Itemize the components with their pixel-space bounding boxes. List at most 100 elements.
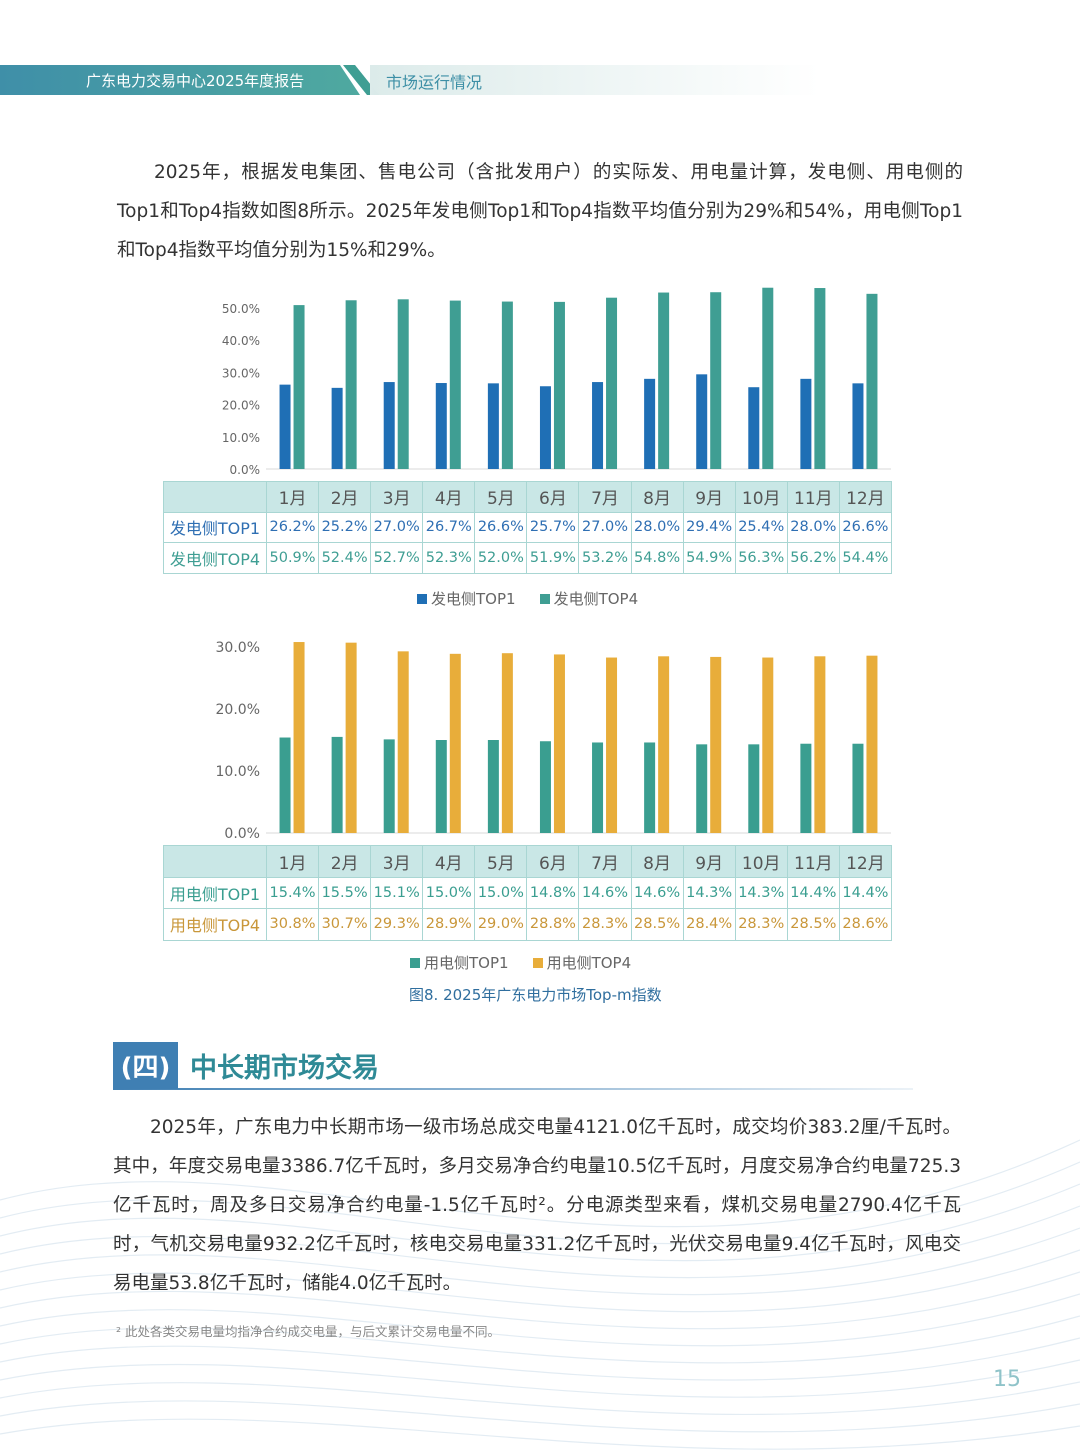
table-cell: 26.2% [265, 511, 320, 543]
table-cell: 28.5% [786, 908, 840, 941]
column-header: 8月 [630, 481, 684, 513]
row-label: 用电侧TOP1 [163, 876, 267, 909]
bar-top4 [814, 288, 826, 469]
y-tick-label: 0.0% [224, 826, 260, 842]
bar-top1 [800, 743, 812, 833]
legend-item: 发电侧TOP1 [417, 588, 516, 609]
section-underline [113, 1088, 913, 1090]
header-band [0, 65, 360, 95]
wave-line [0, 1359, 1080, 1398]
bar-top4 [762, 657, 774, 833]
legend-consumption-side: 用电侧TOP1 用电侧TOP4 [410, 952, 631, 973]
data-table-consumption-side: 1月 2月 3月 4月 5月 6月 7月 8月 9月 10月 11月 12月 用电侧TOP1 15.4% 1… [163, 845, 893, 941]
y-tick-label: 10.0% [222, 431, 260, 445]
bar-top1 [852, 743, 864, 833]
bar-top4 [762, 287, 774, 469]
bar-top4 [606, 657, 618, 833]
bar-top1 [748, 387, 760, 469]
legend-swatch [417, 594, 427, 604]
table-row: 发电侧TOP1 26.2% 25.2% 27.0% 26.7% 26.6% 25.7% 27.… [163, 511, 893, 543]
y-tick-label: 50.0% [222, 302, 260, 316]
table-cell: 27.0% [578, 511, 632, 543]
row-label: 发电侧TOP4 [163, 542, 267, 574]
wave-line [0, 1249, 1080, 1313]
bar-top1 [487, 383, 499, 469]
bar-top1 [383, 382, 395, 469]
bar-top1 [644, 378, 656, 469]
table-cell: 26.6% [474, 511, 528, 543]
bar-top1 [435, 383, 447, 469]
wave-line [0, 1381, 1080, 1416]
legend-label: 用电侧TOP1 [424, 954, 509, 972]
bar-top4 [293, 305, 305, 469]
bar-top4 [501, 301, 513, 469]
table-corner [163, 845, 267, 878]
section-title: 中长期市场交易 [190, 1053, 379, 1084]
table-cell: 14.3% [682, 876, 736, 909]
wave-line [0, 1271, 1080, 1330]
y-tick-label: 20.0% [216, 702, 260, 718]
footnote: ² 此处各类交易电量均指净合约成交电量，与后文累计交易电量不同。 [116, 1324, 500, 1339]
bar-top4 [866, 655, 878, 833]
column-header: 11月 [786, 845, 840, 878]
wave-line [0, 1293, 1080, 1347]
bar-top4 [606, 297, 618, 469]
table-cell: 14.4% [786, 876, 840, 909]
column-header: 2月 [318, 845, 372, 878]
y-tick-label: 10.0% [216, 764, 260, 780]
table-cell: 28.4% [682, 908, 736, 941]
figure-caption: 图8. 2025年广东电力市场Top-m指数 [409, 986, 662, 1004]
table-cell: 14.3% [734, 876, 788, 909]
legend-label: 用电侧TOP4 [546, 954, 632, 972]
wave-line [0, 1183, 1080, 1262]
table-cell: 52.3% [422, 542, 476, 574]
wave-line [0, 1337, 1080, 1381]
column-header: 3月 [370, 481, 424, 513]
wave-line [0, 1139, 1080, 1228]
table-cell: 15.1% [370, 876, 424, 909]
intro-paragraph: 2025年，根据发电集团、售电公司（含批发用户）的实际发、用电量计算，发电侧、用… [117, 162, 963, 261]
wave-line [0, 1418, 1080, 1450]
legend-item: 发电侧TOP4 [539, 588, 638, 609]
section-name: 市场运行情况 [386, 73, 483, 92]
table-cell: 54.8% [630, 542, 684, 574]
table-cell: 26.7% [422, 511, 476, 543]
column-header: 5月 [474, 481, 528, 513]
column-header: 3月 [370, 845, 424, 878]
bar-top4 [293, 642, 305, 833]
legend-swatch [410, 958, 420, 968]
column-header: 12月 [838, 481, 893, 513]
table-cell: 15.0% [422, 876, 476, 909]
chart-consumption-side: 0.0% 10.0% 20.0% 30.0% [216, 640, 891, 842]
wave-line [0, 1205, 1080, 1279]
bar-top1 [383, 739, 395, 833]
table-cell: 28.3% [578, 908, 632, 941]
row-label: 用电侧TOP4 [163, 908, 267, 941]
table-cell: 51.9% [526, 542, 580, 574]
table-cell: 50.9% [265, 542, 320, 574]
table-cell: 27.0% [370, 511, 424, 543]
bar-top1 [539, 386, 551, 469]
table-cell: 29.4% [682, 511, 736, 543]
table-cell: 54.9% [682, 542, 736, 574]
table-corner [163, 481, 267, 513]
legend-generation-side: 发电侧TOP1 发电侧TOP4 [417, 588, 638, 609]
table-cell: 14.6% [578, 876, 632, 909]
table-cell: 14.6% [630, 876, 684, 909]
table-cell: 14.8% [526, 876, 580, 909]
table-cell: 28.0% [630, 511, 684, 543]
bar-top1 [852, 383, 864, 469]
header-section-band [370, 65, 820, 95]
page-number: 15 [993, 1367, 1021, 1392]
bar-top1 [539, 741, 551, 833]
bar-top4 [501, 653, 513, 833]
column-header: 12月 [838, 845, 893, 878]
column-header: 9月 [682, 481, 736, 513]
bar-top4 [710, 292, 722, 469]
column-header: 1月 [265, 845, 320, 878]
table-cell: 28.3% [734, 908, 788, 941]
background-waves [0, 1139, 1080, 1450]
table-cell: 52.0% [474, 542, 528, 574]
bar-top1 [696, 744, 708, 833]
legend-swatch [532, 958, 543, 968]
